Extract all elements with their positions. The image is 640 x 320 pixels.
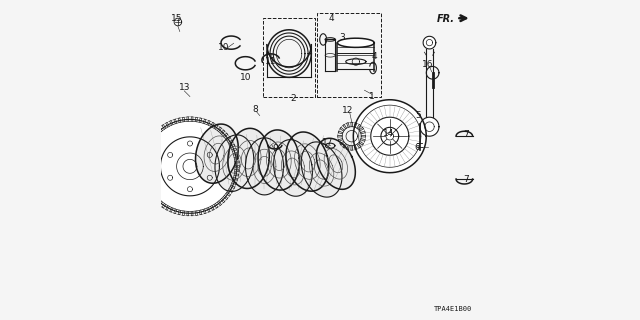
Text: 9: 9	[272, 144, 278, 153]
Text: 11: 11	[265, 57, 276, 66]
Bar	[263, 18, 316, 97]
Polygon shape	[215, 135, 253, 191]
Text: 10: 10	[218, 43, 230, 52]
Text: 7: 7	[463, 130, 468, 139]
Text: 12: 12	[342, 106, 354, 115]
Text: 7: 7	[463, 174, 468, 184]
Bar	[317, 13, 381, 97]
Text: 14: 14	[383, 129, 394, 138]
Text: 8: 8	[252, 105, 258, 114]
Text: 17: 17	[322, 138, 333, 147]
Text: 4: 4	[372, 52, 378, 61]
Polygon shape	[337, 38, 374, 47]
Text: 5: 5	[415, 111, 420, 120]
Polygon shape	[258, 130, 300, 190]
Polygon shape	[316, 138, 355, 189]
Polygon shape	[274, 140, 312, 196]
Text: 1: 1	[369, 92, 375, 101]
Polygon shape	[246, 138, 284, 195]
Text: 16: 16	[422, 60, 434, 69]
Text: TPA4E1B00: TPA4E1B00	[434, 306, 472, 312]
Text: 13: 13	[179, 83, 190, 92]
Text: 15: 15	[171, 14, 182, 23]
Polygon shape	[141, 118, 239, 215]
Polygon shape	[353, 100, 426, 173]
Text: 4: 4	[328, 14, 334, 23]
Polygon shape	[286, 132, 329, 191]
Polygon shape	[301, 142, 342, 197]
Polygon shape	[195, 124, 238, 183]
Polygon shape	[423, 36, 436, 49]
Polygon shape	[228, 128, 269, 188]
Text: 3: 3	[339, 33, 345, 42]
Polygon shape	[420, 117, 439, 136]
Text: 2: 2	[290, 94, 296, 103]
Text: FR.: FR.	[437, 14, 455, 24]
Text: 10: 10	[240, 73, 252, 82]
Text: 6: 6	[415, 143, 420, 152]
